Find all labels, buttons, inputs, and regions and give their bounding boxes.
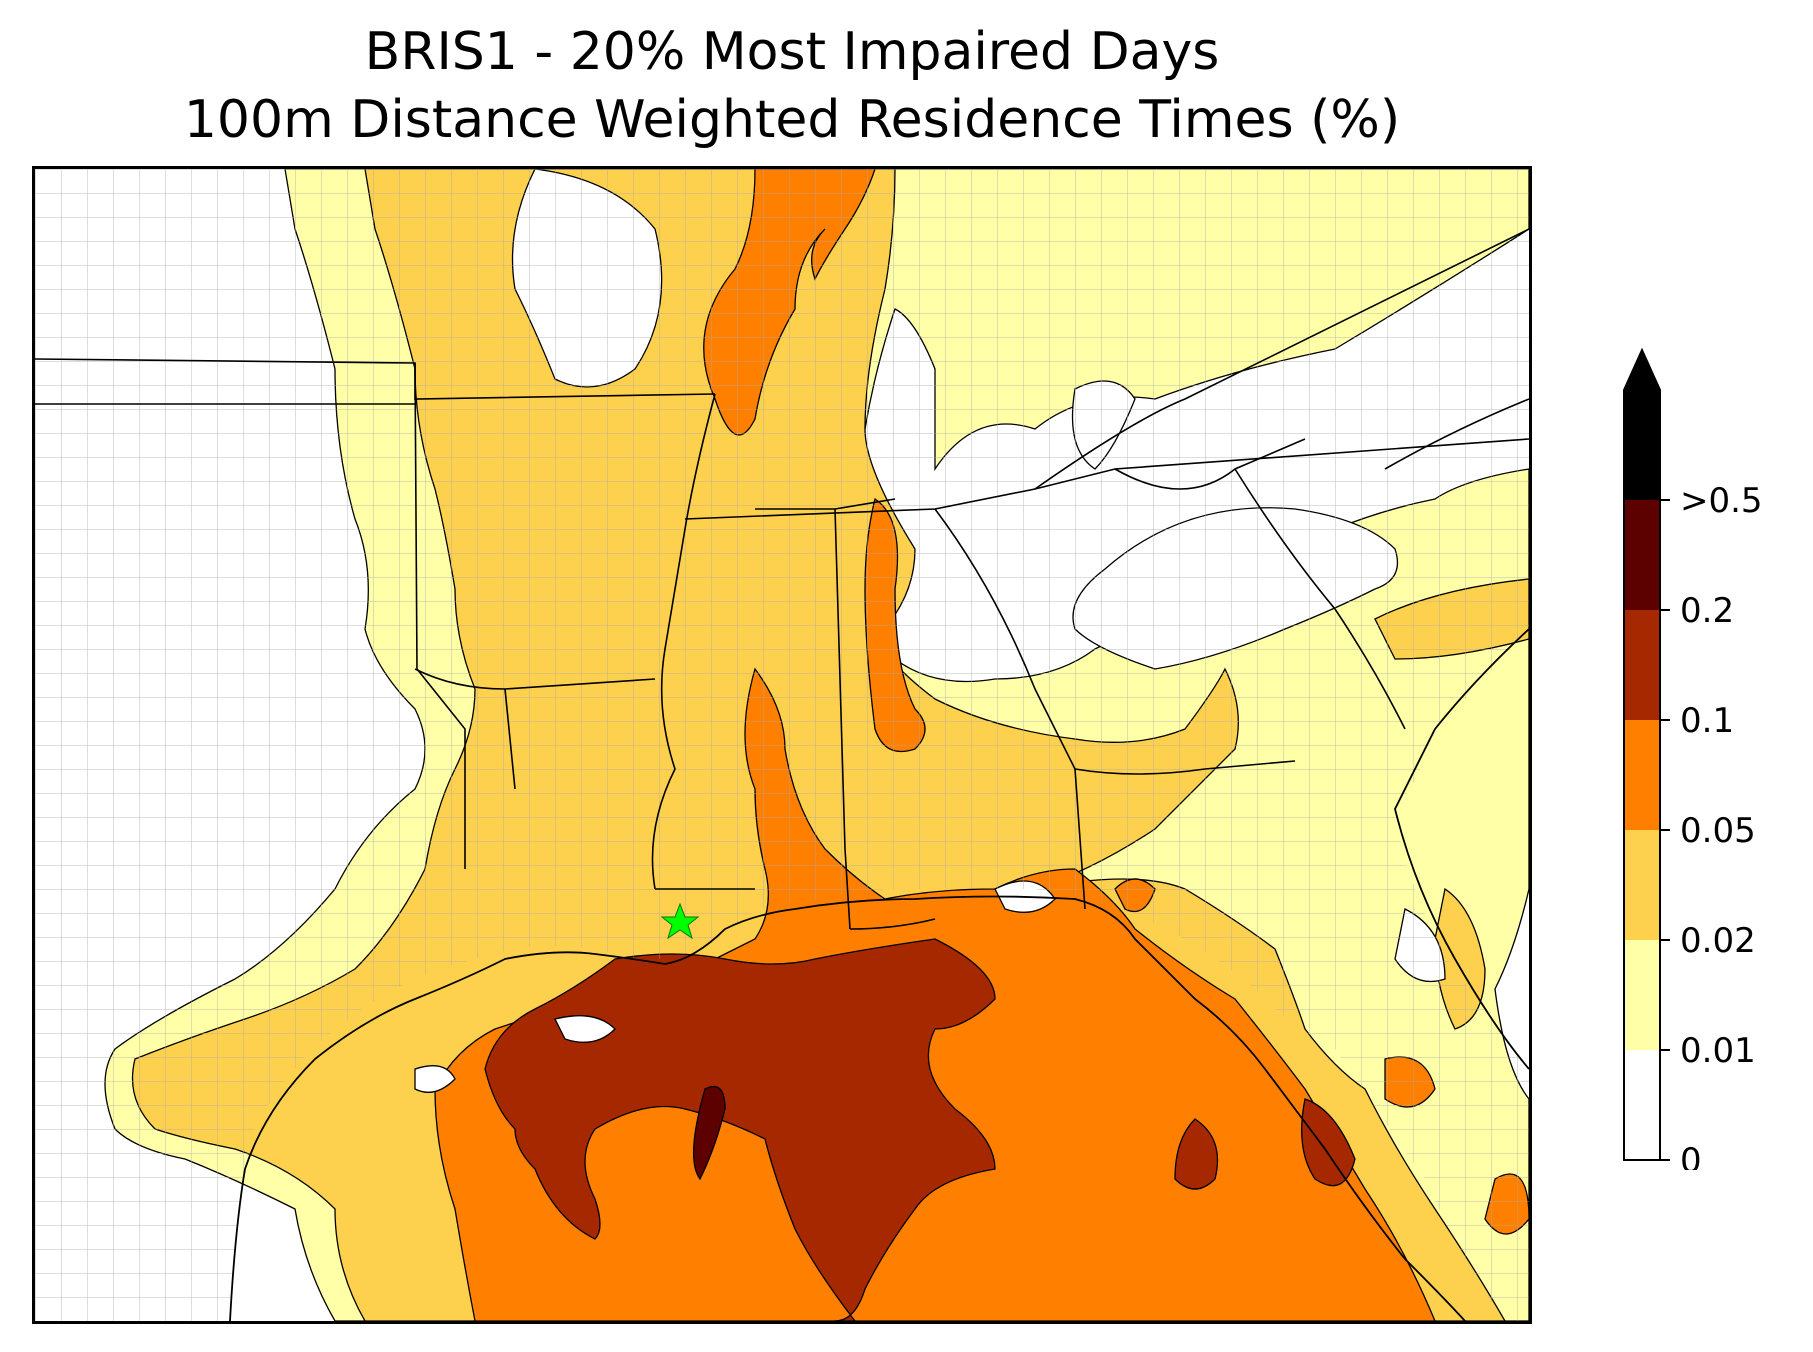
colorbar-segment xyxy=(1624,830,1660,940)
colorbar-tick-label: >0.5 xyxy=(1680,481,1763,521)
state-boundaries xyxy=(35,228,1529,930)
map-title-line2: 100m Distance Weighted Residence Times (… xyxy=(183,90,1401,150)
map-title-line1: BRIS1 - 20% Most Impaired Days xyxy=(364,22,1220,82)
colorbar-tick-label: 0.02 xyxy=(1680,921,1756,961)
contour-level-0.1 xyxy=(484,938,1356,1321)
colorbar-segment xyxy=(1624,390,1660,500)
colorbar-segment xyxy=(1624,500,1660,610)
receptor-marker[interactable] xyxy=(660,902,700,940)
colorbar: 0 0.01 0.02 0.05 0.1 0.2 >0.5 xyxy=(1620,330,1810,1181)
colorbar-extend-arrow xyxy=(1624,350,1660,390)
colorbar-segment xyxy=(1624,940,1660,1050)
colorbar-segment xyxy=(1624,720,1660,830)
coastline xyxy=(229,628,1529,1321)
colorbar-segment xyxy=(1624,1050,1660,1160)
colorbar-segment xyxy=(1624,610,1660,720)
receptor-star-icon xyxy=(660,902,700,940)
colorbar-tick-label: 0.01 xyxy=(1680,1031,1756,1071)
colorbar-tick-label: 0 xyxy=(1680,1141,1702,1170)
colorbar-tick-label: 0.05 xyxy=(1680,811,1756,851)
colorbar-tick-label: 0.1 xyxy=(1680,701,1734,741)
colorbar-graphic: 0 0.01 0.02 0.05 0.1 0.2 >0.5 xyxy=(1623,347,1763,1181)
map-panel[interactable] xyxy=(32,166,1532,1324)
residence-time-map xyxy=(35,169,1529,1321)
contour-level-0.2 xyxy=(692,1085,726,1181)
colorbar-tick-label: 0.2 xyxy=(1680,591,1734,631)
